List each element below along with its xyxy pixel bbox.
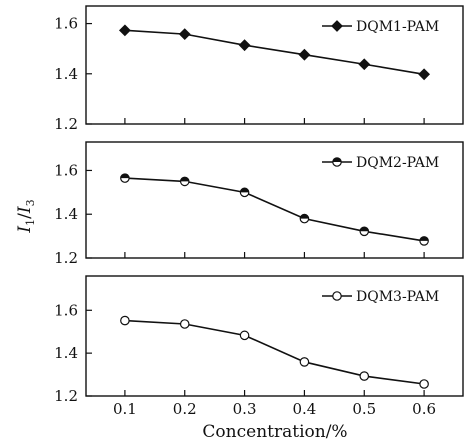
data-point bbox=[298, 48, 311, 61]
data-point bbox=[358, 58, 371, 71]
data-point bbox=[120, 315, 130, 326]
panel-3: 1.2 1.4 1.6 DQM3-PAM bbox=[54, 275, 464, 405]
x-axis-label: Concentration/% bbox=[202, 422, 347, 442]
legend-marker bbox=[331, 20, 343, 32]
data-point bbox=[239, 330, 250, 341]
data-point bbox=[419, 236, 429, 246]
legend: DQM2-PAM bbox=[322, 155, 439, 171]
series-line-DQM1-PAM bbox=[124, 29, 425, 76]
panel-2: 1.2 1.4 1.6 DQM2-PAM bbox=[54, 141, 464, 267]
plot-frame bbox=[85, 5, 464, 125]
data-point bbox=[359, 371, 370, 381]
y-tick-label: 1.4 bbox=[54, 205, 78, 223]
panel-1: 1.2 1.4 1.6 DQM1-PAM bbox=[54, 5, 464, 133]
plot-frame bbox=[85, 141, 464, 259]
legend-marker bbox=[332, 291, 342, 301]
x-tick-label: 0.5 bbox=[352, 400, 376, 418]
legend: DQM1-PAM bbox=[322, 19, 439, 35]
data-point bbox=[299, 357, 310, 367]
x-tick-label: 0.1 bbox=[113, 400, 137, 418]
data-point bbox=[238, 39, 251, 52]
y-tick-label: 1.4 bbox=[54, 65, 78, 83]
data-point bbox=[359, 226, 370, 237]
data-point bbox=[179, 176, 190, 187]
y-tick-label: 1.2 bbox=[54, 249, 78, 267]
data-point bbox=[419, 379, 429, 389]
chart-panels: 1.2 1.4 1.6 DQM1-PAM 1.2 1.4 1.6 DQM2-PAM 1.2 1.4… bbox=[54, 5, 464, 418]
data-point bbox=[120, 173, 130, 183]
legend-label: DQM3-PAM bbox=[356, 289, 439, 305]
y-tick-label: 1.6 bbox=[54, 301, 78, 319]
data-point bbox=[178, 28, 191, 41]
data-point bbox=[179, 319, 190, 329]
x-tick-label: 0.6 bbox=[412, 400, 436, 418]
x-tick-label: 0.4 bbox=[292, 400, 316, 418]
x-tick-label: 0.3 bbox=[233, 400, 257, 418]
y-tick-label: 1.6 bbox=[54, 15, 78, 33]
data-point bbox=[118, 24, 131, 37]
y-axis-label: I1/I3 bbox=[15, 199, 37, 233]
data-point bbox=[239, 187, 250, 198]
y-tick-label: 1.4 bbox=[54, 344, 78, 362]
data-point bbox=[418, 68, 431, 81]
legend-label: DQM2-PAM bbox=[356, 155, 439, 171]
series-line-DQM3-PAM bbox=[124, 319, 425, 385]
plot-frame bbox=[85, 275, 464, 397]
legend-label: DQM1-PAM bbox=[356, 19, 439, 35]
y-tick-label: 1.2 bbox=[54, 387, 78, 405]
data-point bbox=[299, 213, 310, 224]
series-line-DQM2-PAM bbox=[124, 177, 425, 242]
x-tick-label: 0.2 bbox=[173, 400, 197, 418]
legend: DQM3-PAM bbox=[322, 289, 439, 305]
y-tick-label: 1.6 bbox=[54, 161, 78, 179]
legend-marker bbox=[332, 157, 342, 167]
y-tick-label: 1.2 bbox=[54, 115, 78, 133]
